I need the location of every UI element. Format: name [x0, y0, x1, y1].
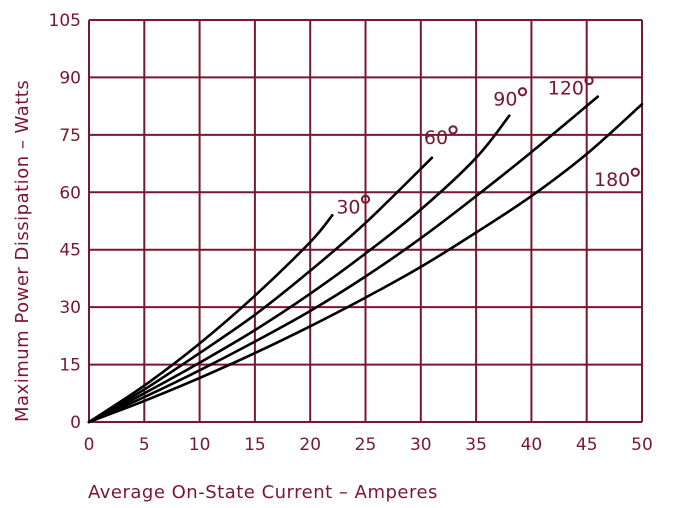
y-tick-label: 105: [49, 11, 81, 31]
series-curve: [87, 114, 511, 424]
x-tick-label: 5: [139, 435, 150, 455]
series-labels: 30 60 90 120 180: [336, 75, 640, 218]
y-tick-label: 0: [70, 413, 81, 433]
degree-symbol: [630, 167, 640, 177]
series-curve: [87, 214, 334, 424]
y-tick-label: 30: [59, 298, 81, 318]
y-tick-label: 15: [59, 356, 81, 376]
degree-symbol: [448, 125, 458, 135]
degree-symbol: [517, 87, 528, 97]
series-curve: [87, 102, 644, 424]
series-label: 90: [493, 89, 517, 111]
grid: [88, 19, 643, 423]
degree-symbol: [360, 194, 371, 204]
series-label: 60: [424, 127, 448, 149]
series-label: 30: [336, 196, 360, 218]
x-tick-label: 15: [244, 435, 266, 455]
series-curves: [87, 95, 644, 424]
series-label: 120: [548, 78, 584, 100]
x-tick-label: 10: [189, 435, 211, 455]
x-tick-labels: 0 5 10 15 20 25 30 35 40 45 50: [84, 435, 653, 455]
y-tick-label: 90: [59, 68, 81, 88]
x-tick-label: 45: [576, 435, 598, 455]
x-tick-label: 25: [355, 435, 377, 455]
x-tick-label: 20: [299, 435, 321, 455]
y-tick-label: 60: [59, 183, 81, 203]
y-tick-label: 75: [59, 126, 81, 146]
x-tick-label: 35: [465, 435, 487, 455]
y-tick-labels: 0 15 30 45 60 75 90 105: [49, 11, 81, 433]
series-curve: [87, 95, 600, 424]
degree-symbol: [584, 75, 594, 86]
x-tick-label: 50: [631, 435, 653, 455]
x-tick-label: 30: [410, 435, 432, 455]
y-tick-label: 45: [59, 241, 81, 261]
x-tick-label: 0: [84, 435, 95, 455]
x-tick-label: 40: [521, 435, 543, 455]
y-axis-label: Maximum Power Dissipation – Watts: [12, 80, 33, 422]
series-label: 180: [594, 169, 630, 191]
series-curve: [87, 156, 434, 424]
x-axis-label: Average On-State Current – Amperes: [88, 482, 438, 503]
